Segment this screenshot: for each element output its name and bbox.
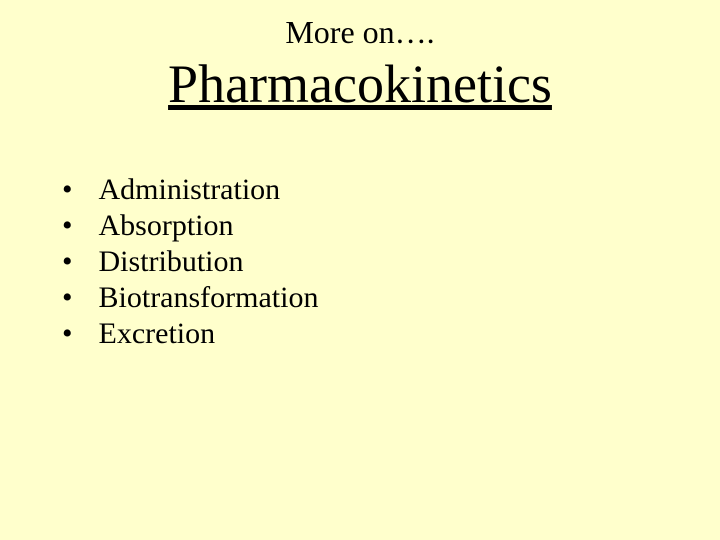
bullet-icon: • (62, 173, 73, 207)
bullet-icon: • (62, 317, 73, 351)
slide-pretitle: More on…. (0, 14, 720, 51)
bullet-icon: • (62, 209, 73, 243)
slide-title: Pharmacokinetics (0, 53, 720, 115)
list-item-label: Biotransformation (99, 281, 319, 315)
list-item: • Administration (62, 173, 720, 207)
list-item-label: Absorption (99, 209, 234, 243)
list-item: • Biotransformation (62, 281, 720, 315)
bullet-list: • Administration • Absorption • Distribu… (62, 173, 720, 351)
list-item: • Absorption (62, 209, 720, 243)
slide-container: More on…. Pharmacokinetics • Administrat… (0, 0, 720, 540)
bullet-icon: • (62, 245, 73, 279)
list-item-label: Administration (99, 173, 281, 207)
list-item-label: Distribution (99, 245, 244, 279)
list-item: • Excretion (62, 317, 720, 351)
list-item-label: Excretion (99, 317, 216, 351)
list-item: • Distribution (62, 245, 720, 279)
bullet-icon: • (62, 281, 73, 315)
